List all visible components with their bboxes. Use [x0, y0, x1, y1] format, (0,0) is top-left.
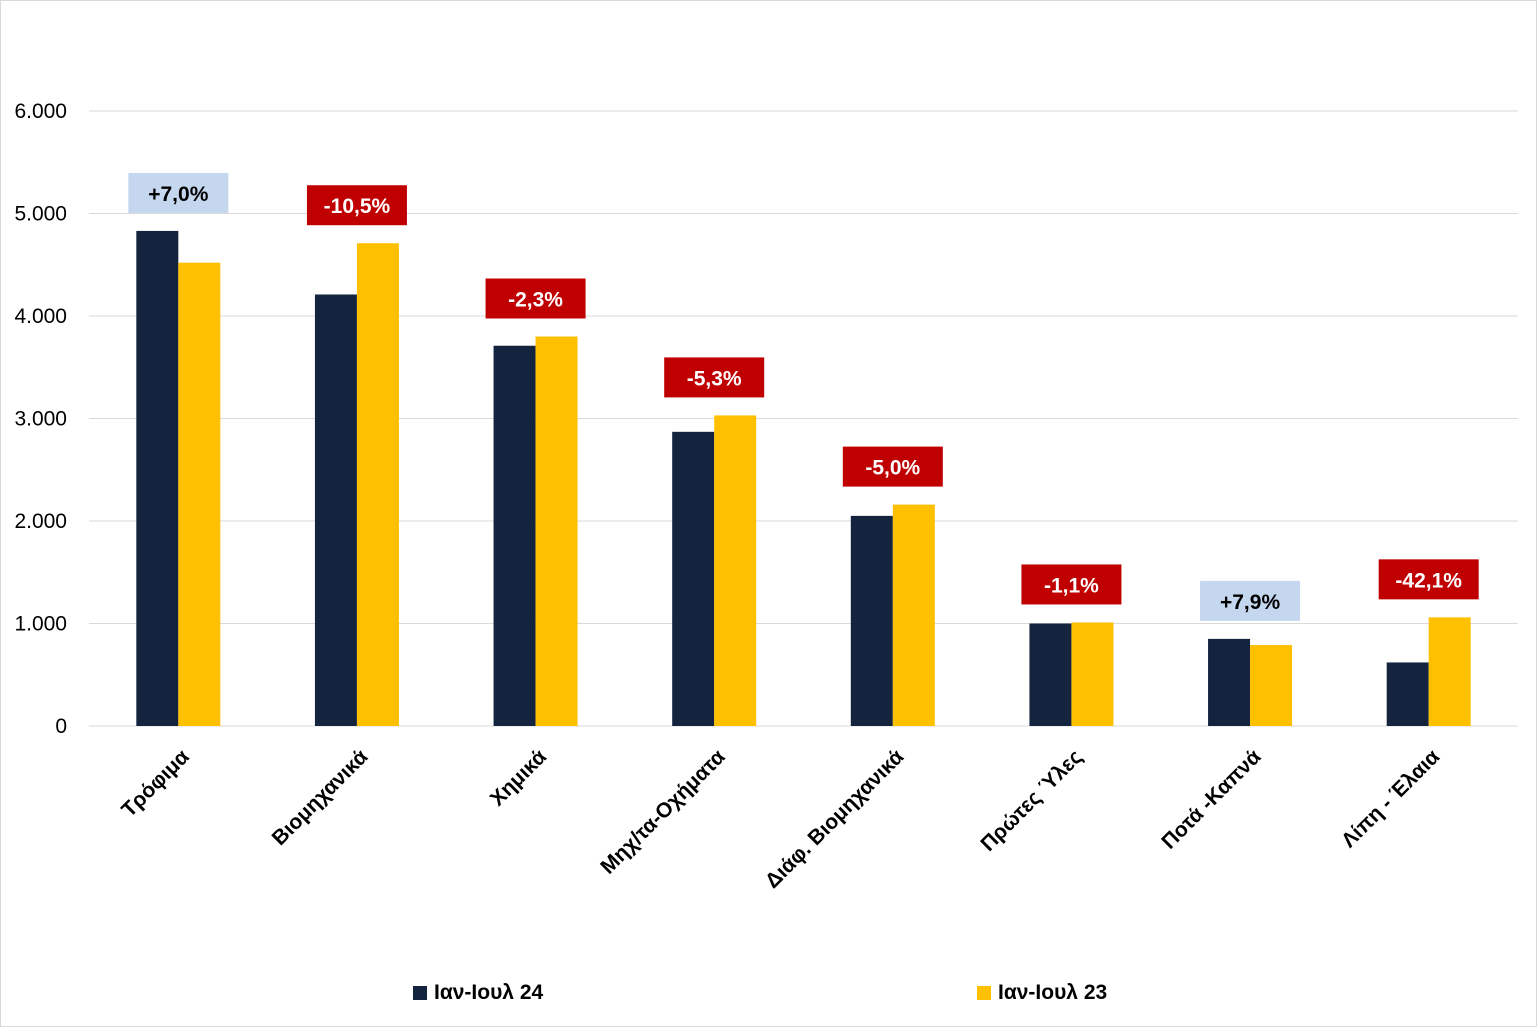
bar-series-2	[892, 504, 935, 726]
change-badge-label: -5,3%	[687, 367, 742, 390]
y-tick-label: 5.000	[14, 203, 67, 226]
y-tick-label: 4.000	[14, 305, 67, 328]
change-badge	[842, 446, 943, 487]
bar-series-2	[1250, 645, 1293, 726]
bar-series-1	[672, 431, 715, 726]
category-label: Διάφ. Βιομηχανικά	[761, 745, 909, 893]
y-tick-label: 0	[55, 715, 67, 738]
legend-swatch-series-2	[977, 986, 991, 1000]
y-tick-label: 6.000	[14, 100, 67, 123]
category-label: Χημικά	[486, 745, 551, 810]
change-badge	[1378, 559, 1479, 600]
category-label: Βιομηχανικά	[268, 745, 373, 850]
legend-label-series-2: Ιαν-Ιουλ 23	[998, 981, 1108, 1004]
change-badge-label: +7,9%	[1220, 591, 1280, 614]
category-label: Τρόφιμα	[117, 745, 194, 822]
category-label: Ποτά -Καπνά	[1157, 745, 1265, 853]
legend-item-series-2: Ιαν-Ιουλ 23	[977, 981, 1107, 1005]
y-tick-label: 1.000	[14, 613, 67, 636]
change-badge-label: -2,3%	[508, 289, 563, 312]
bar-series-1	[850, 515, 893, 726]
change-badge-label: +7,0%	[148, 183, 208, 206]
legend-swatch-series-1	[413, 986, 427, 1000]
bar-series-1	[1029, 623, 1072, 726]
category-label: Μηχ/τα-Οχήματα	[596, 745, 729, 878]
change-badge-label: -1,1%	[1044, 574, 1099, 597]
change-badge-label: -10,5%	[324, 195, 391, 218]
bar-series-1	[314, 294, 357, 726]
legend-label-series-1: Ιαν-Ιουλ 24	[434, 981, 544, 1004]
bar-series-1	[493, 345, 536, 726]
bar-series-2	[178, 262, 221, 726]
legend: Ιαν-Ιουλ 24 Ιαν-Ιουλ 23	[1, 981, 1536, 1007]
change-badge	[664, 357, 765, 398]
change-badge-label: -5,0%	[865, 457, 920, 480]
change-badge-label: -42,1%	[1395, 569, 1462, 592]
category-label: Λίπη - Έλαια	[1337, 745, 1444, 852]
bar-series-2	[356, 243, 399, 726]
change-badge	[1200, 580, 1301, 621]
category-label: Πρώτες Ύλες	[976, 745, 1087, 856]
y-tick-label: 2.000	[14, 510, 67, 533]
change-badge	[128, 172, 229, 213]
y-tick-label: 3.000	[14, 408, 67, 431]
bar-series-1	[136, 230, 179, 727]
bar-series-2	[1428, 617, 1471, 726]
legend-item-series-1: Ιαν-Ιουλ 24	[413, 981, 543, 1005]
bar-series-1	[1208, 638, 1251, 726]
change-badge	[1021, 564, 1122, 605]
change-badge	[306, 185, 407, 226]
bar-series-2	[1071, 622, 1114, 726]
change-badge	[485, 278, 586, 319]
bar-series-2	[535, 336, 578, 726]
bar-series-2	[714, 415, 757, 726]
bar-series-1	[1386, 662, 1429, 726]
